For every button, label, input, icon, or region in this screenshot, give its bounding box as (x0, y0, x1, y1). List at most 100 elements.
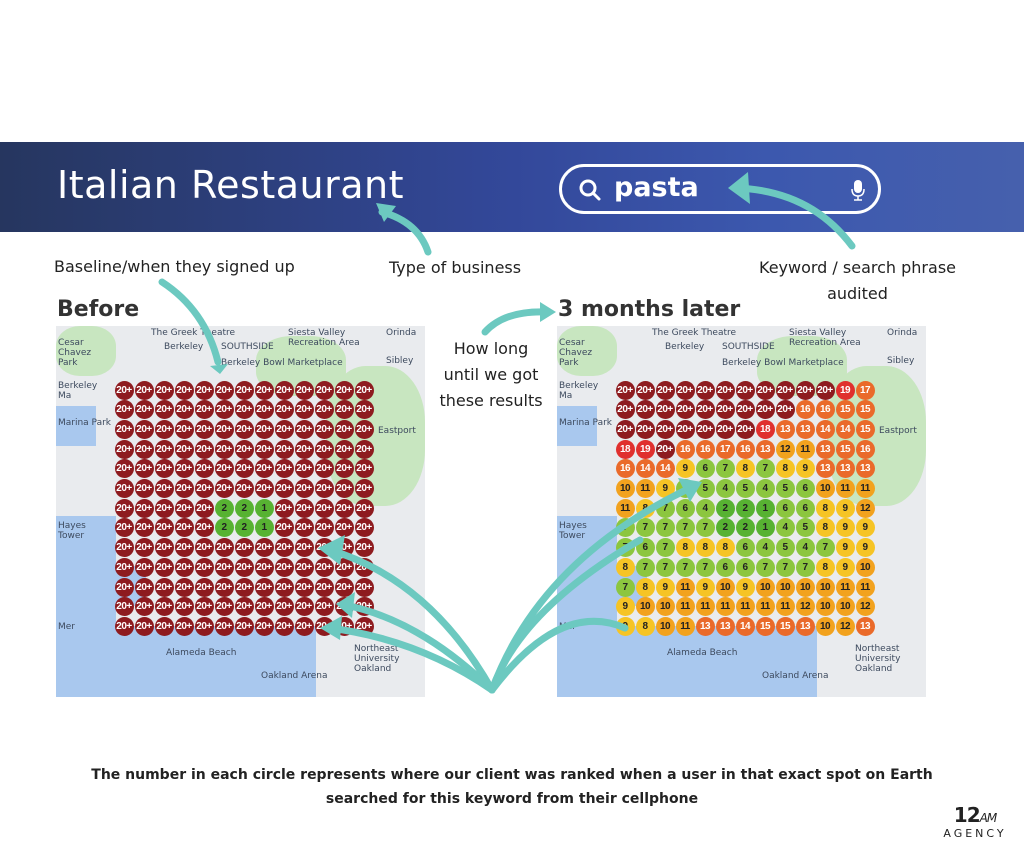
rank-circle: 20+ (114, 439, 134, 459)
rank-circle: 11 (735, 597, 755, 617)
rank-circle: 20+ (214, 616, 234, 636)
rank-circle: 20+ (294, 577, 314, 597)
rank-circle: 20+ (635, 400, 655, 420)
rank-circle: 20+ (194, 577, 214, 597)
rank-circle: 7 (795, 557, 815, 577)
rank-circle: 20+ (154, 498, 174, 518)
rank-circle: 20+ (354, 538, 374, 558)
keyword-label: Keyword / search phrase audited (730, 255, 985, 307)
rank-circle: 20+ (134, 459, 154, 479)
rank-circle: 20+ (294, 439, 314, 459)
rank-circle: 18 (615, 439, 635, 459)
rank-circle: 20+ (214, 439, 234, 459)
rank-circle: 7 (755, 459, 775, 479)
rank-circle: 15 (755, 616, 775, 636)
rank-circle: 19 (835, 380, 855, 400)
rank-circle: 20+ (334, 498, 354, 518)
rank-circle: 8 (675, 538, 695, 558)
rank-circle: 20+ (354, 419, 374, 439)
rank-circle: 14 (835, 419, 855, 439)
map-label: Siesta Valley Recreation Area (288, 328, 360, 348)
rank-circle: 20+ (234, 557, 254, 577)
rank-circle: 2 (234, 518, 254, 538)
rank-circle: 20+ (615, 419, 635, 439)
rank-circle: 10 (655, 597, 675, 617)
rank-circle: 20+ (194, 616, 214, 636)
rank-circle: 8 (635, 498, 655, 518)
map-label: Berkeley Bowl Marketplace (722, 358, 844, 368)
microphone-icon[interactable] (850, 179, 866, 203)
map-label: Eastport (879, 426, 917, 436)
rank-circle: 20+ (234, 459, 254, 479)
rank-circle: 13 (795, 419, 815, 439)
rank-circle: 20+ (354, 557, 374, 577)
rank-circle: 20+ (254, 538, 274, 558)
rank-circle: 20+ (354, 577, 374, 597)
rank-circle: 20+ (234, 419, 254, 439)
rank-circle: 7 (695, 518, 715, 538)
rank-circle: 20+ (214, 400, 234, 420)
rank-circle: 1 (755, 518, 775, 538)
rank-circle: 20+ (274, 577, 294, 597)
rank-circle: 6 (715, 557, 735, 577)
rank-circle: 11 (675, 577, 695, 597)
rank-circle: 20+ (174, 419, 194, 439)
keyword-label-line1: Keyword / search phrase (759, 258, 956, 277)
map-label: Sibley (386, 356, 414, 366)
rank-circle: 10 (815, 577, 835, 597)
rank-circle: 20+ (334, 439, 354, 459)
rank-circle: 20+ (655, 439, 675, 459)
rank-circle: 7 (775, 557, 795, 577)
rank-circle: 8 (615, 557, 635, 577)
rank-circle: 2 (234, 498, 254, 518)
map-label: Alameda Beach (166, 648, 237, 658)
rank-circle: 11 (675, 616, 695, 636)
rank-circle: 20+ (134, 419, 154, 439)
map-label: Orinda (887, 328, 918, 338)
rank-circle: 20+ (274, 498, 294, 518)
map-water (116, 626, 316, 697)
rank-circle: 20+ (274, 538, 294, 558)
rank-circle: 7 (675, 557, 695, 577)
rank-circle: 11 (755, 597, 775, 617)
rank-circle: 20+ (154, 400, 174, 420)
rank-circle: 20+ (354, 380, 374, 400)
rank-circle: 12 (835, 616, 855, 636)
rank-circle: 5 (695, 479, 715, 498)
rank-circle: 7 (755, 557, 775, 577)
rank-circle: 4 (755, 538, 775, 558)
rank-circle: 13 (835, 459, 855, 479)
rank-circle: 10 (815, 479, 835, 498)
rank-circle: 20+ (154, 538, 174, 558)
rank-circle: 20+ (174, 479, 194, 498)
rank-circle: 7 (635, 518, 655, 538)
rank-circle: 20+ (695, 380, 715, 400)
rank-circle: 2 (214, 498, 234, 518)
rank-circle: 20+ (194, 400, 214, 420)
rank-circle: 20+ (354, 616, 374, 636)
rank-circle: 8 (715, 538, 735, 558)
rank-circle: 20+ (274, 518, 294, 538)
rank-circle: 20+ (134, 577, 154, 597)
rank-circle: 20+ (294, 557, 314, 577)
rank-circle: 7 (655, 518, 675, 538)
rank-circle: 20+ (154, 479, 174, 498)
search-bar[interactable]: pasta (559, 164, 881, 214)
rank-circle: 4 (795, 538, 815, 558)
map-label: Berkeley Ma (58, 381, 98, 401)
rank-circle: 11 (715, 597, 735, 617)
agency-logo: 12AM AGENCY (943, 803, 1007, 840)
map-label: Berkeley (665, 342, 705, 352)
rank-circle: 10 (795, 577, 815, 597)
rank-circle: 11 (615, 498, 635, 518)
rank-circle: 20+ (314, 597, 334, 617)
rank-circle: 20+ (214, 557, 234, 577)
rank-circle: 20+ (194, 380, 214, 400)
rank-circle: 20+ (615, 400, 635, 420)
rank-circle: 20+ (134, 380, 154, 400)
rank-circle: 5 (775, 538, 795, 558)
rank-circle: 20+ (174, 498, 194, 518)
rank-circle: 20+ (174, 538, 194, 558)
rank-circle: 20+ (154, 597, 174, 617)
rank-circle: 20+ (334, 597, 354, 617)
